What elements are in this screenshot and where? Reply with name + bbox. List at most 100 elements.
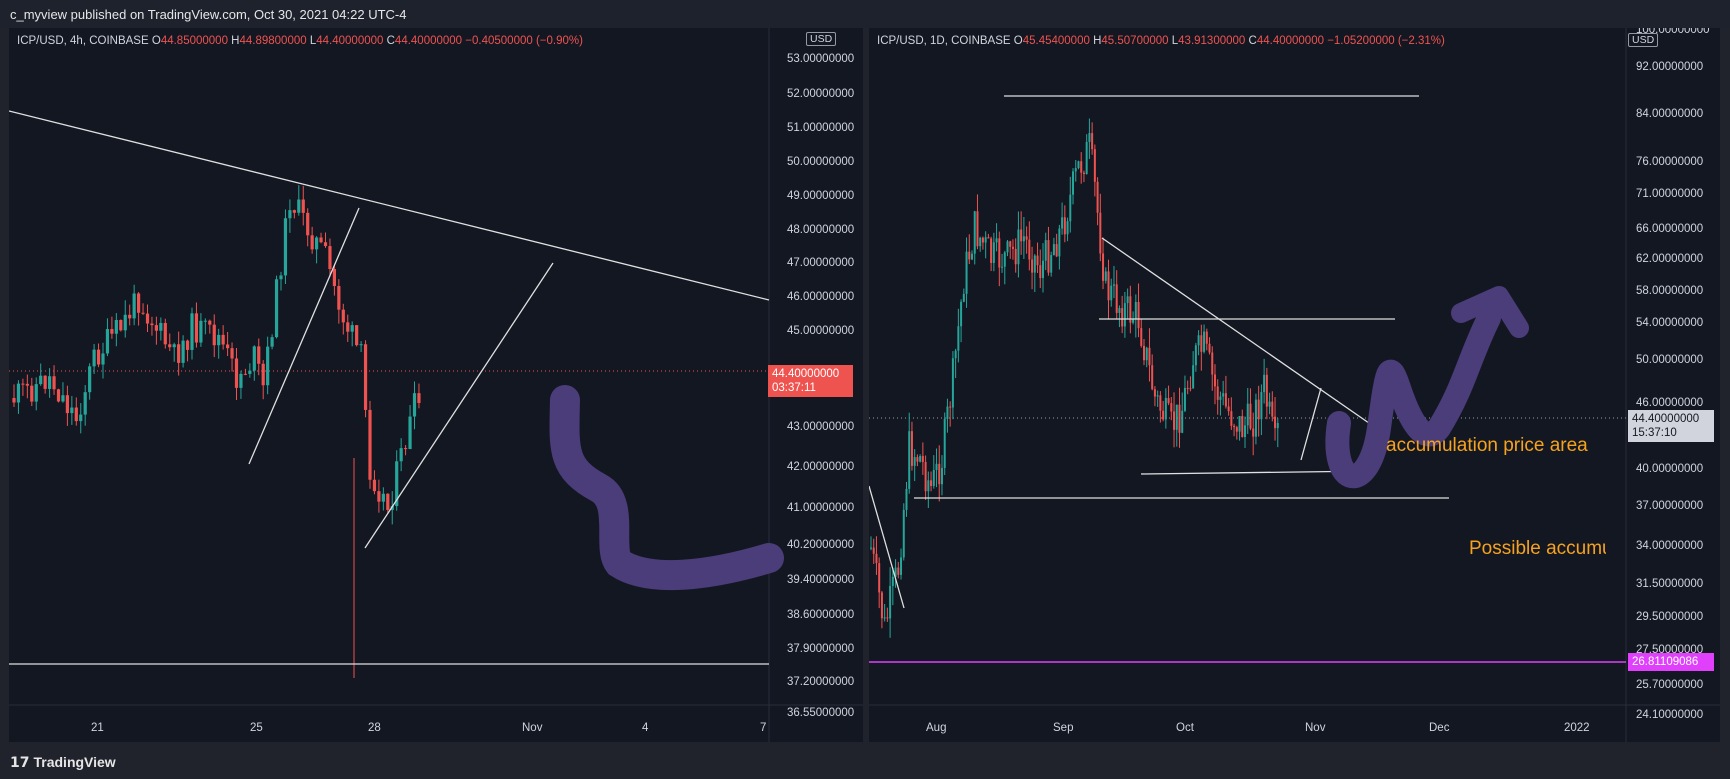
- candle-body: [1041, 260, 1044, 279]
- candle-body: [52, 376, 56, 390]
- candle-body: [894, 567, 897, 577]
- candle-body: [16, 383, 21, 403]
- price-tick-label: 48.00000000: [787, 224, 855, 236]
- candle-body: [1093, 149, 1096, 182]
- candle-body: [283, 218, 288, 276]
- candle-body: [328, 246, 332, 269]
- candle-body: [12, 398, 16, 403]
- time-tick-label: 2022: [1564, 722, 1590, 734]
- candle-body: [248, 370, 252, 374]
- candle-body: [1153, 389, 1156, 397]
- candle-body: [1055, 244, 1058, 257]
- candle-body: [940, 467, 943, 485]
- candle-body: [181, 340, 185, 363]
- candle-body: [878, 563, 881, 593]
- price-tick-label: 58.00000000: [1636, 285, 1704, 297]
- candle-body: [1107, 271, 1110, 301]
- candle-body: [1219, 396, 1222, 400]
- price-tick-label: 34.00000000: [1636, 540, 1704, 552]
- candle-body: [1009, 241, 1012, 247]
- candle-body: [288, 210, 292, 219]
- currency-badge[interactable]: USD: [1628, 33, 1659, 47]
- candle-body: [981, 237, 984, 243]
- candle-body: [1241, 416, 1244, 437]
- candle-body: [979, 237, 982, 247]
- candle-body: [1003, 252, 1006, 267]
- price-tick-label: 37.00000000: [1636, 500, 1704, 512]
- candle-body: [56, 389, 61, 402]
- candle-body: [132, 293, 136, 319]
- candle-body: [1148, 347, 1151, 366]
- time-tick-label: Sep: [1053, 722, 1074, 734]
- candle-body: [1069, 194, 1072, 222]
- candle-body: [243, 373, 247, 375]
- candle-body: [1031, 259, 1034, 273]
- candle-body: [1244, 425, 1247, 437]
- chart-panel-1d[interactable]: ICP/USD, 1D, COINBASE O45.45400000 H45.5…: [869, 28, 1720, 742]
- candle-body: [217, 334, 221, 346]
- candle-body: [1036, 255, 1039, 266]
- candle-body: [34, 384, 38, 402]
- candle-body: [1115, 284, 1118, 313]
- candle-body: [889, 586, 892, 619]
- candle-body: [1213, 374, 1216, 387]
- candle-body: [1194, 345, 1197, 366]
- candle-body: [1192, 365, 1195, 389]
- candle-body: [1274, 416, 1277, 429]
- accumulation-annotation: accumulation price area: [1386, 435, 1588, 456]
- price-tick-label: 37.90000000: [787, 643, 855, 655]
- candle-body: [1066, 221, 1069, 235]
- candle-body: [65, 395, 69, 414]
- candle-body: [1145, 347, 1148, 361]
- currency-badge[interactable]: USD: [806, 32, 837, 46]
- candle-body: [1028, 239, 1031, 260]
- candle-body: [949, 406, 952, 408]
- price-tick-label: 66.00000000: [1636, 223, 1704, 235]
- chart-canvas-1d[interactable]: [869, 28, 1720, 742]
- candle-body: [1164, 398, 1167, 420]
- time-tick-label: Oct: [1176, 722, 1194, 734]
- candle-body: [905, 488, 908, 510]
- candle-body: [150, 323, 154, 326]
- candle-body: [297, 199, 301, 213]
- candle-body: [984, 237, 987, 243]
- candle-body: [1006, 241, 1009, 253]
- candle-body: [292, 210, 296, 213]
- tradingview-logo[interactable]: 17 TradingView: [10, 754, 116, 771]
- price-tick-label: 38.60000000: [787, 609, 855, 621]
- time-tick-label: 25: [250, 722, 263, 734]
- candle-body: [110, 329, 114, 334]
- candle-body: [1072, 171, 1075, 195]
- candle-body: [123, 314, 127, 331]
- candle-body: [1126, 296, 1129, 304]
- candle-body: [395, 461, 399, 507]
- candle-body: [1121, 308, 1124, 327]
- early-trendline: [869, 485, 905, 609]
- candle-body: [987, 237, 990, 239]
- price-tick-label: 46.00000000: [1636, 397, 1704, 409]
- candle-body: [199, 320, 203, 343]
- candle-body: [900, 557, 903, 575]
- candle-body: [1134, 301, 1137, 320]
- candle-body: [83, 392, 87, 415]
- candle-body: [1123, 303, 1126, 327]
- candle-body: [417, 393, 421, 404]
- symbol-legend-4h: ICP/USD, 4h, COINBASE O44.85000000 H44.8…: [17, 35, 583, 47]
- price-tick-label: 53.00000000: [787, 53, 855, 65]
- price-tick-label: 29.50000000: [1636, 611, 1704, 623]
- price-tick-label: 47.00000000: [787, 257, 855, 269]
- candle-body: [1246, 403, 1249, 426]
- candle-body: [1091, 133, 1094, 150]
- open-value: 44.85000000: [160, 35, 228, 47]
- candle-body: [368, 409, 372, 480]
- descending-trendline: [1101, 237, 1380, 431]
- chart-panel-4h[interactable]: ICP/USD, 4h, COINBASE O44.85000000 H44.8…: [9, 28, 863, 742]
- candle-body: [1137, 301, 1140, 329]
- candle-body: [921, 456, 924, 462]
- candle-body: [1205, 331, 1208, 344]
- low-value: 44.40000000: [316, 35, 384, 47]
- candle-body: [177, 344, 181, 363]
- candle-body: [954, 350, 957, 359]
- chart-canvas-4h[interactable]: [9, 28, 863, 742]
- price-tick-label: 39.40000000: [787, 574, 855, 586]
